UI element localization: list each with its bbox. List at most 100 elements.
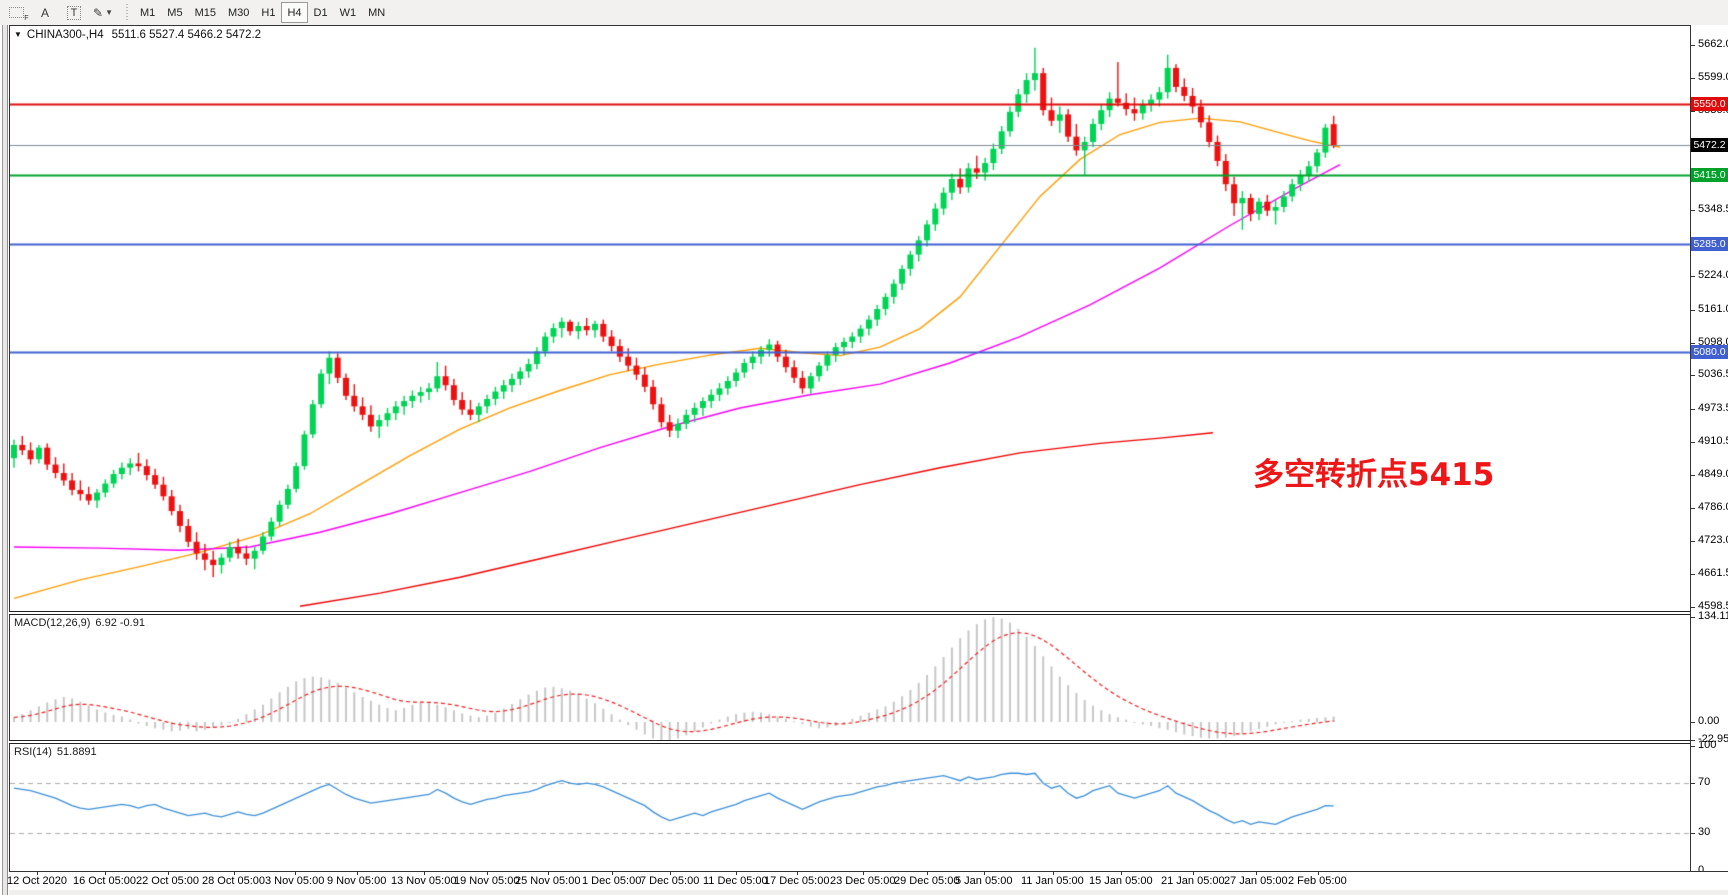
rsi-tick-label: 70 <box>1698 776 1711 788</box>
chart-border-top <box>9 25 1728 26</box>
time-axis-label: 28 Oct 05:00 <box>202 875 265 887</box>
price-tick-mark <box>1691 409 1695 410</box>
price-tick-label: 4786.0 <box>1698 501 1728 513</box>
time-axis: 12 Oct 2020 16 Oct 05:00 22 Oct 05:00 28 Oc… <box>7 871 1728 890</box>
time-axis-tick <box>1256 872 1257 875</box>
rsi-tick-mark <box>1691 783 1695 784</box>
time-axis-label: 23 Dec 05:00 <box>830 875 896 887</box>
time-axis-label: 22 Oct 05:00 <box>136 875 199 887</box>
timeframe-button-H1[interactable]: H1 <box>261 6 276 19</box>
macd-tick-label: 134.11 <box>1698 610 1728 622</box>
font-tool-icon[interactable]: A <box>40 5 49 20</box>
price-tick-mark <box>1691 607 1695 608</box>
macd-tick-mark <box>1691 617 1695 618</box>
time-axis-label: 12 Oct 2020 <box>7 875 67 887</box>
price-line-label: 5285.0 <box>1691 237 1728 251</box>
price-tick-label: 5161.0 <box>1698 303 1728 315</box>
price-tick-label: 4723.0 <box>1698 534 1728 546</box>
price-tick-mark <box>1691 111 1695 112</box>
price-tick-label: 4661.5 <box>1698 567 1728 579</box>
time-axis-label: 9 Nov 05:00 <box>327 875 387 887</box>
price-tick-label: 5599.0 <box>1698 71 1728 83</box>
macd-panel-canvas[interactable] <box>10 615 1690 740</box>
time-axis-tick <box>1193 872 1194 875</box>
timeframe-button-MN[interactable]: MN <box>368 6 386 19</box>
chart-title-dropdown-icon[interactable]: ▼ <box>14 30 22 39</box>
toolbar-grip[interactable] <box>126 4 128 21</box>
rsi-indicator-label: RSI(14) 51.8891 <box>14 746 97 758</box>
time-axis-label: 7 Dec 05:00 <box>640 875 700 887</box>
draw-tool-icon[interactable]: ✎ ▼ <box>93 5 113 20</box>
price-line-label: 5472.2 <box>1691 138 1728 152</box>
time-axis-label: 13 Nov 05:00 <box>391 875 457 887</box>
price-axis: 5662.05599.05536.05348.55224.05161.05098… <box>1690 25 1728 876</box>
time-axis-tick <box>423 872 425 875</box>
time-axis-label: 3 Nov 05:00 <box>265 875 325 887</box>
price-tick-label: 4973.5 <box>1698 402 1728 414</box>
time-axis-label: 27 Jan 05:00 <box>1224 875 1288 887</box>
chart-window: ▼ CHINA300-,H4 5511.6 5527.4 5466.2 5472.2… <box>0 25 1728 895</box>
price-tick-label: 4598.5 <box>1698 600 1728 612</box>
main-chart-canvas[interactable] <box>10 26 1690 611</box>
time-axis-label: 11 Jan 05:00 <box>1021 875 1084 887</box>
chart-annotation-text: 多空转折点5415 <box>1253 457 1495 493</box>
rsi-tick-label: 30 <box>1698 826 1711 838</box>
time-axis-tick <box>926 872 928 875</box>
time-axis-tick <box>735 872 737 875</box>
time-axis-label: 1 Dec 05:00 <box>582 875 642 887</box>
timeframe-button-M30[interactable]: M30 <box>227 6 250 19</box>
price-tick-mark <box>1691 78 1695 79</box>
rsi-tick-label: 100 <box>1698 739 1717 751</box>
timeframe-button-M15[interactable]: M15 <box>194 6 216 19</box>
time-axis-tick <box>37 872 38 875</box>
rsi-tick-mark <box>1691 746 1695 747</box>
grid-template-icon[interactable]: F <box>3 2 29 23</box>
timeframe-button-H4[interactable]: H4 <box>281 2 308 23</box>
rsi-panel-canvas[interactable] <box>10 744 1690 871</box>
timeframe-button-D1[interactable]: D1 <box>313 6 328 19</box>
time-axis-tick <box>1121 872 1122 875</box>
chart-title: ▼ CHINA300-,H4 5511.6 5527.4 5466.2 5472.2 <box>14 29 261 41</box>
time-axis-label: 15 Jan 05:00 <box>1089 875 1153 887</box>
macd-tick-label: -22.95 <box>1698 733 1728 745</box>
time-axis-label: 21 Jan 05:00 <box>1161 875 1225 887</box>
price-line-label: 5550.0 <box>1691 97 1728 111</box>
panel-splitter-rsi[interactable] <box>9 740 1728 744</box>
time-axis-tick <box>669 872 671 875</box>
price-tick-mark <box>1691 508 1695 509</box>
time-axis-tick <box>1052 872 1054 875</box>
timeframe-button-M5[interactable]: M5 <box>167 6 183 19</box>
time-axis-tick <box>611 872 613 875</box>
price-tick-label: 4910.5 <box>1698 435 1728 447</box>
price-tick-mark <box>1691 343 1695 344</box>
price-tick-mark <box>1691 210 1695 211</box>
time-axis-label: 5 Jan 05:00 <box>955 875 1013 887</box>
time-axis-label: 25 Nov 05:00 <box>515 875 581 887</box>
time-axis-tick <box>104 872 106 875</box>
macd-tick-mark <box>1691 722 1695 723</box>
toolbar: F A T ✎ ▼ M1 M5 M15 M30 H1 H4 D1 W1 MN <box>0 0 1728 25</box>
timeframe-button-M1[interactable]: M1 <box>140 6 156 19</box>
left-panel-splitter[interactable] <box>0 25 9 895</box>
time-axis-tick <box>862 872 864 875</box>
panel-splitter-macd[interactable] <box>9 611 1728 615</box>
price-tick-mark <box>1691 541 1695 542</box>
time-axis-tick <box>294 872 296 875</box>
time-axis-label: 16 Oct 05:00 <box>73 875 136 887</box>
time-axis-tick <box>167 872 169 875</box>
price-tick-label: 5348.5 <box>1698 203 1728 215</box>
text-tool-icon[interactable]: T <box>61 2 87 23</box>
time-axis-tick <box>796 872 798 875</box>
price-tick-mark <box>1691 45 1695 46</box>
timeframe-button-W1[interactable]: W1 <box>339 6 357 19</box>
price-tick-mark <box>1691 375 1695 376</box>
time-axis-label: 11 Dec 05:00 <box>703 875 768 887</box>
macd-tick-mark <box>1691 740 1695 741</box>
time-axis-tick <box>1317 872 1319 875</box>
time-axis-tick <box>984 872 985 875</box>
chevron-down-icon[interactable]: ▼ <box>105 8 113 17</box>
price-tick-label: 4849.0 <box>1698 468 1728 480</box>
time-axis-label: 19 Nov 05:00 <box>454 875 520 887</box>
macd-indicator-label: MACD(12,26,9) 6.92 -0.91 <box>14 617 145 629</box>
